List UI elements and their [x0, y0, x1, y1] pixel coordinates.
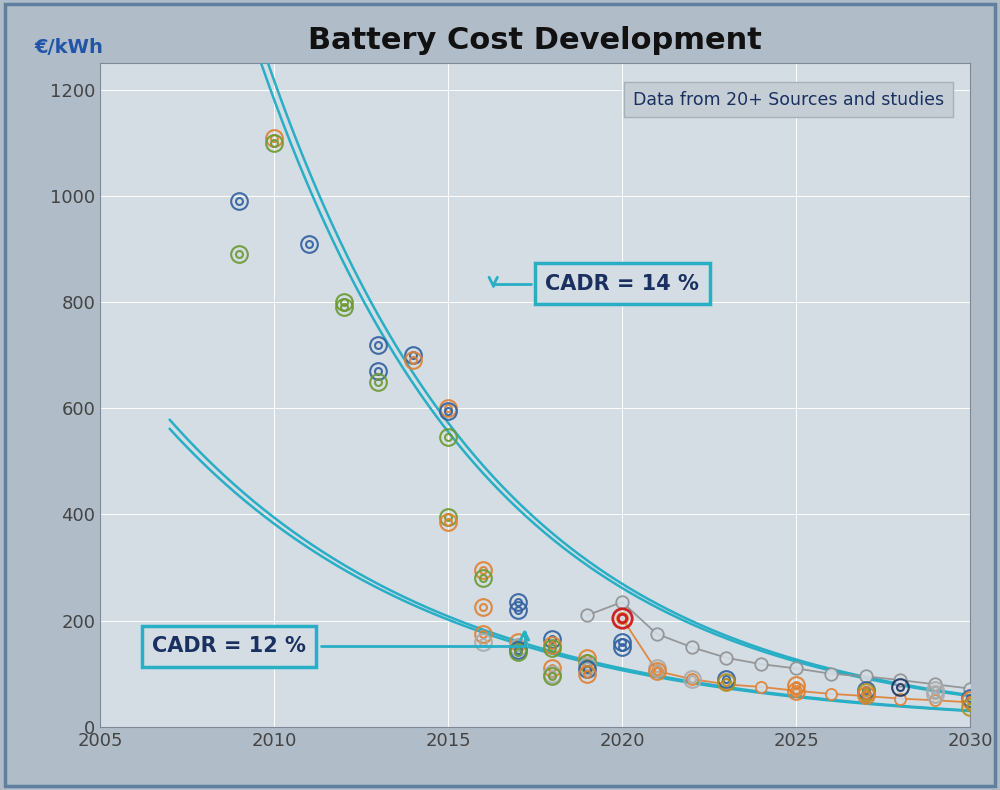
Title: Battery Cost Development: Battery Cost Development [308, 26, 762, 55]
Text: €/kWh: €/kWh [35, 38, 104, 57]
Text: CADR = 12 %: CADR = 12 % [152, 632, 529, 656]
Text: Data from 20+ Sources and studies: Data from 20+ Sources and studies [633, 91, 944, 109]
Text: CADR = 14 %: CADR = 14 % [489, 273, 699, 294]
